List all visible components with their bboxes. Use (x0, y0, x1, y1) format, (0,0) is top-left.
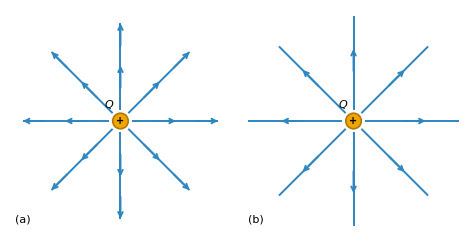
Text: Q: Q (338, 100, 347, 110)
Text: (b): (b) (248, 214, 264, 224)
Text: Q: Q (105, 100, 114, 110)
Text: +: + (117, 116, 125, 126)
Circle shape (346, 113, 361, 129)
Circle shape (113, 113, 128, 129)
Text: +: + (349, 116, 357, 126)
Text: (a): (a) (15, 214, 31, 224)
